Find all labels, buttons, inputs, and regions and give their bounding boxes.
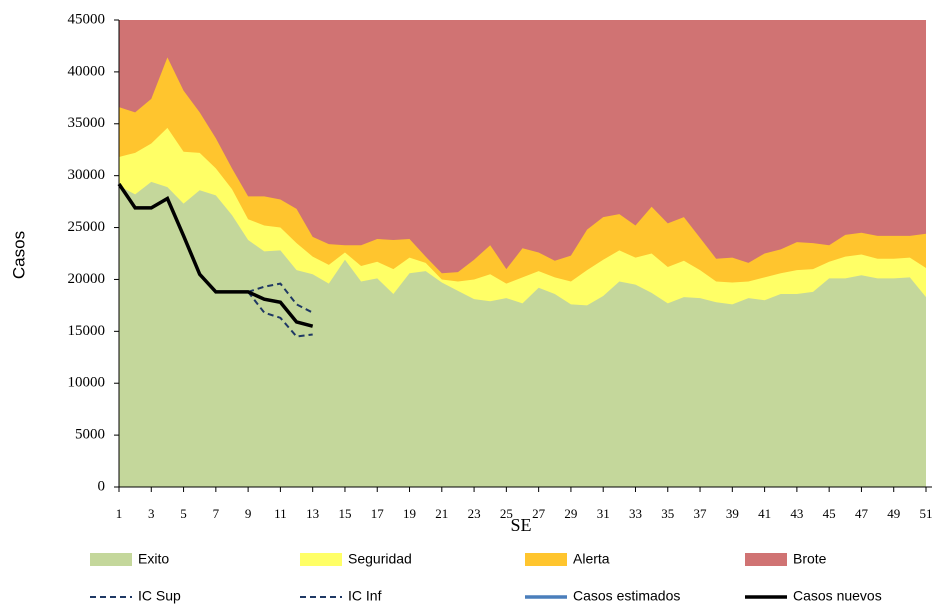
y-tick-label: 15000 [68,323,106,339]
x-tick-label: 19 [403,506,416,521]
y-tick-label: 0 [98,478,106,494]
line [247,291,313,338]
x-tick-label: 25 [500,506,513,521]
legend-label: Exito [138,551,169,567]
x-tick-label: 27 [532,506,546,521]
x-tick-label: 51 [920,506,932,521]
x-tick-label: 23 [468,506,481,521]
x-tick-label: 45 [823,506,836,521]
legend-swatch [90,553,132,566]
plot-area [117,20,926,488]
legend-label: Brote [793,551,827,567]
x-tick-label: 29 [564,506,577,521]
x-tick-label: 7 [213,506,220,521]
x-tick-label: 37 [694,506,708,521]
line [247,282,314,314]
y-tick-label: 10000 [68,375,106,391]
x-tick-label: 43 [790,506,803,521]
x-tick-label: 9 [245,506,252,521]
y-tick-label: 30000 [68,167,106,183]
x-tick-label: 49 [887,506,900,521]
x-tick-label: 35 [661,506,674,521]
legend-label: Alerta [573,551,610,567]
x-tick-label: 1 [116,506,123,521]
x-tick-label: 15 [338,506,351,521]
x-tick-label: 5 [180,506,187,521]
y-tick-label: 5000 [75,427,105,443]
x-tick-label: 39 [726,506,739,521]
x-axis-label: SE [510,515,531,535]
y-tick-label: 25000 [68,219,106,235]
legend-label: Seguridad [348,551,412,567]
legend-label: Casos estimados [573,588,680,604]
x-tick-label: 11 [274,506,287,521]
x-tick-label: 13 [306,506,319,521]
line [117,182,314,328]
legend-swatch [525,553,567,566]
y-tick-label: 35000 [68,115,106,131]
x-tick-label: 47 [855,506,869,521]
y-axis-label: Casos [9,231,28,279]
y-tick-label: 45000 [68,11,106,27]
legend-swatch [300,553,342,566]
x-tick-label: 3 [148,506,155,521]
legend-swatch [745,553,787,566]
legend-label: IC Sup [138,588,181,604]
legend-label: Casos nuevos [793,588,882,604]
x-tick-label: 31 [597,506,610,521]
y-tick-label: 20000 [68,271,106,287]
x-tick-label: 21 [435,506,448,521]
legend-label: IC Inf [348,588,382,604]
x-tick-label: 33 [629,506,642,521]
y-tick-label: 40000 [68,63,106,79]
x-tick-label: 17 [371,506,385,521]
x-tick-label: 41 [758,506,771,521]
area [119,181,926,488]
